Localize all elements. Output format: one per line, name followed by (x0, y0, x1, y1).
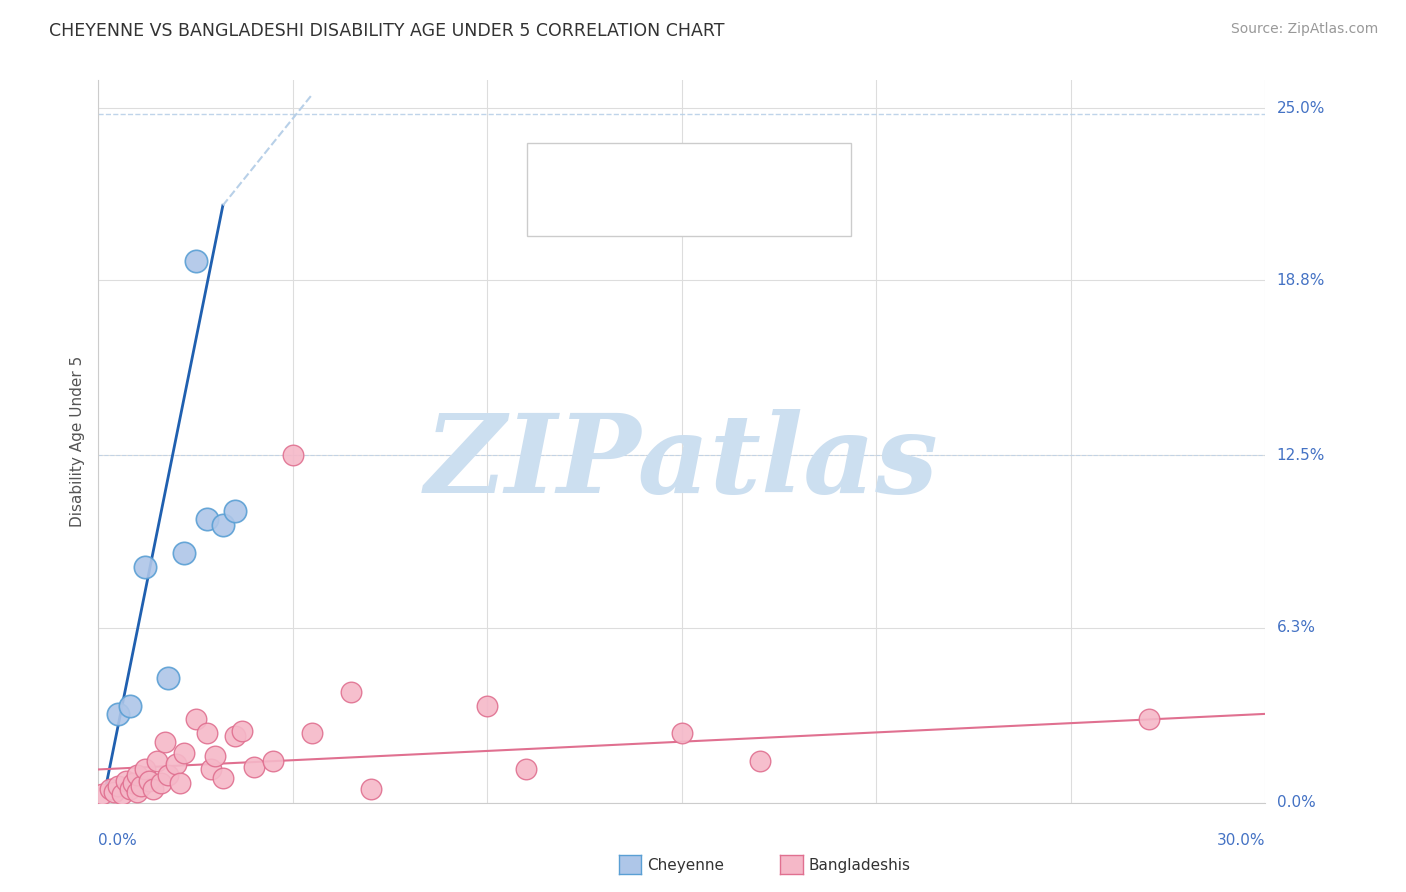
Text: 0.0%: 0.0% (98, 833, 138, 848)
Point (146, 754, 169, 768)
Point (114, 773, 136, 788)
Point (91, 788, 114, 802)
Point (515, 763, 537, 777)
Point (169, 776, 191, 790)
Point (153, 734, 176, 748)
Point (204, 748, 226, 763)
Point (129, 779, 152, 793)
Point (195, 726, 218, 740)
Point (103, 785, 125, 799)
Point (212, 771, 235, 785)
Point (173, 746, 195, 760)
Text: Cheyenne: Cheyenne (647, 858, 724, 872)
Point (157, 671, 180, 685)
Point (157, 768, 180, 782)
Point (127, 785, 149, 799)
Text: CHEYENNE VS BANGLADESHI DISABILITY AGE UNDER 5 CORRELATION CHART: CHEYENNE VS BANGLADESHI DISABILITY AGE U… (49, 22, 724, 40)
Point (107, 779, 129, 793)
Point (134, 559, 156, 574)
Point (122, 776, 145, 790)
Point (127, 768, 149, 782)
Text: ZIPatlas: ZIPatlas (425, 409, 939, 517)
Point (107, 706, 129, 721)
Point (134, 763, 156, 777)
Text: 12.5%: 12.5% (1277, 448, 1324, 463)
Point (301, 726, 323, 740)
Point (281, 449, 304, 463)
Y-axis label: Disability Age Under 5: Disability Age Under 5 (69, 356, 84, 527)
Text: Source: ZipAtlas.com: Source: ZipAtlas.com (1230, 22, 1378, 37)
Point (360, 781, 382, 796)
Text: 0.0%: 0.0% (1277, 796, 1315, 810)
Point (748, 754, 770, 768)
Point (173, 546, 195, 560)
Text: 30.0%: 30.0% (1218, 833, 1265, 848)
Point (165, 756, 187, 771)
Point (184, 713, 207, 727)
Point (243, 760, 266, 774)
Text: R = 0.573   N =  9: R = 0.573 N = 9 (579, 159, 744, 177)
Point (142, 781, 165, 796)
Point (477, 698, 499, 713)
Point (98, 781, 121, 796)
Point (118, 698, 141, 713)
Point (340, 684, 363, 698)
Point (200, 763, 222, 777)
Point (184, 253, 207, 268)
Text: 25.0%: 25.0% (1277, 101, 1324, 116)
Text: 18.8%: 18.8% (1277, 273, 1324, 288)
Point (1137, 713, 1160, 727)
Point (224, 504, 246, 518)
Point (671, 726, 693, 740)
Text: Bangladeshis: Bangladeshis (808, 858, 911, 872)
Point (149, 776, 172, 790)
Point (111, 788, 134, 802)
Text: R = 0.059   N = 39: R = 0.059 N = 39 (579, 197, 749, 215)
Point (262, 754, 284, 768)
Point (212, 517, 235, 532)
Point (138, 773, 160, 788)
Point (195, 512, 218, 526)
Point (231, 723, 253, 738)
Point (224, 729, 246, 743)
Text: 6.3%: 6.3% (1277, 620, 1316, 635)
Point (118, 781, 141, 796)
